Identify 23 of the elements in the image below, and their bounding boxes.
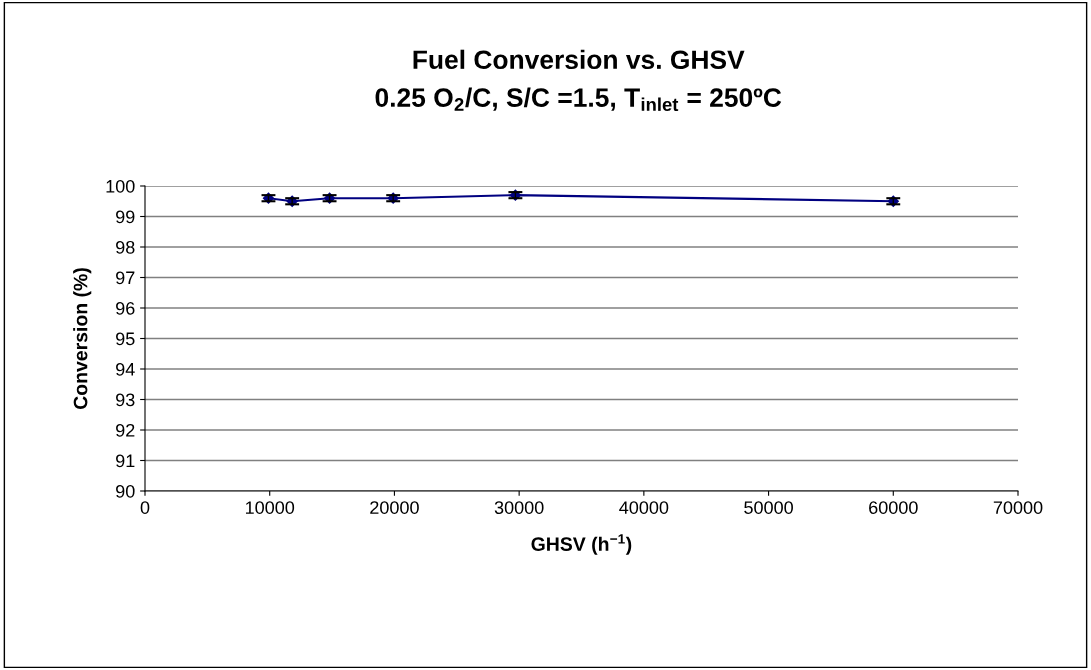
y-tick-label: 92 [116, 423, 135, 437]
y-tick-label: 93 [116, 393, 135, 407]
y-tick-label: 90 [116, 484, 135, 498]
x-axis-title: GHSV (h$^{−1}$) [531, 534, 632, 555]
chart-subtitle: 0.25 O$_{2}$/C, S/C =1.5, T$_{inlet}$ = 250ºC [375, 87, 782, 112]
y-tick-label: 91 [116, 454, 135, 468]
x-tick-label: 0 [140, 501, 150, 514]
x-tick-label: 30000 [494, 501, 544, 514]
x-tick-label: 10000 [245, 501, 295, 514]
y-tick-label: 94 [116, 362, 135, 376]
x-tick-label: 50000 [744, 501, 793, 514]
y-tick-label: 100 [106, 179, 135, 193]
y-tick-label: 96 [116, 301, 135, 315]
x-tick-label: 60000 [869, 501, 918, 514]
chart-title: Fuel Conversion vs. GHSV [413, 49, 745, 70]
y-tick-label: 98 [116, 240, 135, 254]
y-tick-label: 99 [116, 210, 135, 224]
y-tick-label: 97 [116, 271, 135, 285]
x-tick-label: 40000 [619, 501, 669, 514]
y-tick-label: 95 [116, 332, 135, 346]
x-tick-label: 70000 [993, 501, 1043, 514]
x-tick-label: 20000 [370, 501, 419, 514]
y-axis-title: Conversion (%) [73, 268, 92, 409]
